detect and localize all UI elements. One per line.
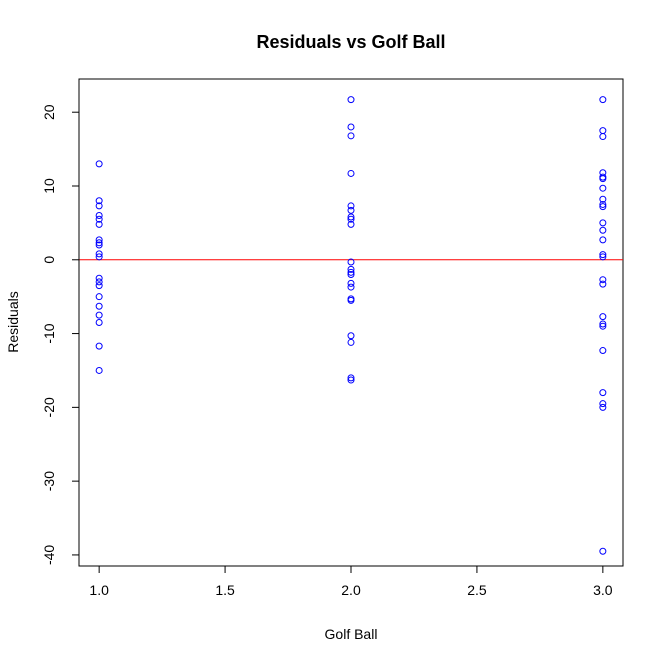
data-point: [95, 293, 103, 301]
x-tick-label: 1.0: [89, 582, 109, 598]
data-point: [599, 276, 607, 284]
x-tick-label: 3.0: [593, 582, 613, 598]
data-point: [347, 206, 355, 214]
points-layer: [95, 96, 607, 555]
data-point: [347, 96, 355, 104]
data-point: [95, 215, 103, 223]
data-point: [599, 184, 607, 192]
data-point: [347, 376, 355, 384]
data-point: [95, 274, 103, 282]
data-point: [347, 374, 355, 382]
data-point: [599, 226, 607, 234]
y-tick-label: 10: [41, 178, 57, 194]
data-point: [599, 195, 607, 203]
data-point: [599, 219, 607, 227]
data-point: [347, 123, 355, 131]
y-tick-label: -30: [41, 471, 57, 491]
data-point: [347, 271, 355, 279]
data-point: [599, 96, 607, 104]
data-point: [599, 127, 607, 135]
data-point: [347, 215, 355, 223]
y-tick-label: -40: [41, 545, 57, 565]
data-point: [599, 547, 607, 555]
data-point: [95, 302, 103, 310]
y-tick-label: 0: [41, 256, 57, 264]
data-point: [599, 389, 607, 397]
y-tick-label: 20: [41, 104, 57, 120]
data-point: [347, 338, 355, 346]
y-axis-title: Residuals: [5, 291, 21, 352]
data-point: [599, 133, 607, 141]
data-point: [347, 132, 355, 140]
data-point: [599, 400, 607, 408]
data-point: [95, 160, 103, 168]
data-point: [347, 169, 355, 177]
data-point: [347, 268, 355, 276]
x-tick-label: 1.5: [215, 582, 235, 598]
data-point: [95, 197, 103, 205]
data-point: [599, 236, 607, 244]
data-point: [599, 253, 607, 261]
data-point: [347, 202, 355, 210]
data-point: [347, 332, 355, 340]
data-point: [95, 278, 103, 286]
y-axis: -40 -30 -20 -10 0 10 20: [41, 104, 80, 565]
plot-frame: [78, 78, 624, 567]
data-point: [95, 250, 103, 258]
data-point: [347, 258, 355, 266]
x-axis: 1.0 1.5 2.0 2.5 3.0: [89, 565, 613, 598]
data-point: [347, 283, 355, 291]
data-point: [95, 342, 103, 350]
data-point: [599, 403, 607, 411]
x-tick-label: 2.5: [467, 582, 487, 598]
chart-title: Residuals vs Golf Ball: [256, 32, 445, 52]
data-point: [599, 175, 607, 183]
data-point: [599, 203, 607, 211]
y-tick-label: -20: [41, 397, 57, 417]
data-point: [347, 213, 355, 221]
data-point: [599, 200, 607, 208]
data-point: [95, 212, 103, 220]
data-point: [95, 282, 103, 290]
data-point: [95, 253, 103, 261]
data-point: [599, 347, 607, 355]
data-point: [95, 239, 103, 247]
data-point: [95, 236, 103, 244]
data-point: [599, 320, 607, 328]
data-point: [347, 220, 355, 228]
data-point: [599, 313, 607, 321]
data-point: [347, 265, 355, 273]
data-point: [95, 220, 103, 228]
data-point: [95, 241, 103, 249]
data-point: [347, 296, 355, 304]
data-point: [95, 202, 103, 210]
data-point: [599, 322, 607, 330]
y-tick-label: -10: [41, 323, 57, 343]
data-point: [599, 280, 607, 288]
data-point: [95, 319, 103, 326]
x-tick-label: 2.0: [341, 582, 361, 598]
data-point: [95, 366, 103, 374]
data-point: [347, 279, 355, 287]
x-axis-title: Golf Ball: [325, 626, 378, 642]
data-point: [95, 311, 103, 319]
data-point: [599, 251, 607, 259]
